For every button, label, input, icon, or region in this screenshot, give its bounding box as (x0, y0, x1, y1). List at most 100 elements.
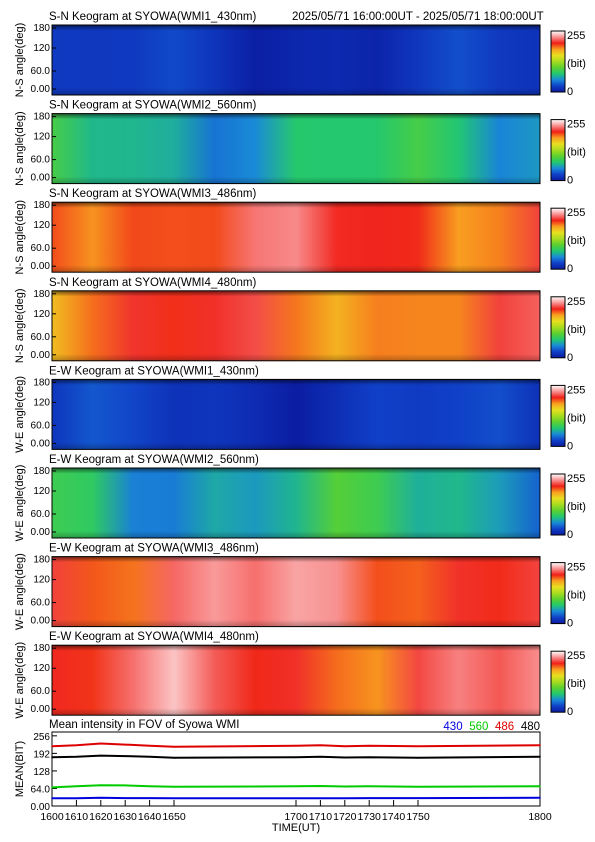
keogram-ytick-label: 120 (33, 43, 50, 54)
keogram-ytick-label: 0.00 (31, 84, 51, 95)
series-point-430 (539, 796, 541, 799)
colorbar-min-label: 0 (567, 440, 573, 452)
keogram-ytick-label: 180 (33, 466, 50, 477)
series-point-480 (392, 756, 395, 759)
series-point-486 (148, 744, 151, 747)
series-point-480 (124, 755, 126, 757)
keogram-edge-shading (52, 556, 540, 627)
keogram-ytick-label: 0.00 (31, 704, 51, 715)
colorbar-unit-label: (bit) (567, 147, 586, 159)
colorbar (550, 384, 566, 447)
series-point-430 (173, 797, 175, 800)
legend-label-560: 560 (469, 721, 488, 733)
colorbar-max-label: 255 (567, 119, 585, 131)
series-point-486 (173, 746, 175, 748)
keogram-ytick-label: 60.0 (31, 509, 51, 520)
keogram-ytick-label: 180 (33, 200, 50, 211)
keogram-frame (51, 201, 541, 273)
mean-intensity-chart: Mean intensity in FOV of Syowa WMI 480 486… (14, 719, 552, 834)
series-point-486 (319, 744, 322, 746)
keogram-panel: E-W Keogram at SYOWA(WMI2_560nm)180 120 60… (14, 454, 586, 541)
keogram-edge-shading (52, 202, 540, 273)
chart-xtick-label: 1750 (406, 811, 430, 823)
keogram-ytick-label: 120 (33, 663, 50, 674)
series-point-480 (100, 754, 102, 757)
series-point-430 (392, 797, 395, 799)
keogram-title: S-N Keogram at SYOWA(WMI3_486nm) (49, 188, 256, 200)
keogram-edge-shading (52, 645, 540, 716)
series-point-430 (344, 797, 346, 800)
series-point-486 (51, 745, 53, 748)
keogram-ytick-label: 0.00 (31, 527, 51, 538)
chart-xtick-label: 1720 (333, 811, 357, 823)
keogram-panel: E-W Keogram at SYOWA(WMI3_486nm)180 120 60… (14, 543, 586, 630)
series-point-430 (100, 796, 102, 799)
colorbar-max-label: 255 (567, 207, 585, 219)
chart-ytick-label: 64.0 (31, 784, 51, 795)
colorbar-min-label: 0 (567, 175, 573, 187)
keogram-ytick-label: 120 (33, 486, 50, 497)
series-point-430 (51, 797, 53, 800)
colorbar-min-label: 0 (567, 706, 573, 718)
keogram-ytick-label: 120 (33, 309, 50, 320)
keogram-panel: S-N Keogram at SYOWA(WMI3_486nm)180 120 60… (14, 188, 586, 275)
colorbar-unit-label: (bit) (567, 58, 586, 70)
colorbar-unit-label: (bit) (567, 590, 586, 602)
keogram-ytick-label: 120 (33, 220, 50, 231)
keogram-edge-shading (52, 113, 540, 184)
colorbar-max-label: 255 (567, 650, 585, 662)
keogram-ylabel: N-S angle(deg) (14, 200, 26, 275)
series-point-560 (368, 785, 371, 788)
series-point-480 (51, 756, 53, 759)
chart-ytick-label: 256 (33, 732, 50, 743)
chart-xtick-label: 1600 (40, 811, 64, 823)
chart-xtick-label: 1640 (138, 811, 162, 823)
series-point-560 (75, 785, 78, 788)
series-point-480 (539, 755, 541, 758)
colorbar-unit-label: (bit) (567, 235, 586, 247)
colorbar-min-label: 0 (567, 352, 573, 364)
chart-xlabel: TIME(UT) (272, 822, 320, 834)
series-point-480 (319, 755, 322, 758)
keogram-ytick-label: 180 (33, 643, 50, 654)
colorbar-min-label: 0 (567, 263, 573, 275)
keogram-title: S-N Keogram at SYOWA(WMI2_560nm) (49, 100, 256, 112)
colorbar (550, 296, 566, 359)
keogram-title: E-W Keogram at SYOWA(WMI2_560nm) (49, 454, 259, 466)
keogram-ytick-label: 180 (33, 289, 50, 300)
colorbar (550, 207, 566, 270)
chart-xtick-label: 1650 (162, 811, 186, 823)
colorbar (550, 562, 566, 625)
series-point-486 (344, 745, 346, 748)
chart-xtick-label: 1800 (528, 811, 552, 823)
colorbar-unit-label: (bit) (567, 412, 586, 424)
keogram-ytick-label: 120 (33, 575, 50, 586)
colorbar-min-label: 0 (567, 618, 573, 630)
series-point-560 (392, 785, 395, 788)
series-point-560 (295, 785, 297, 788)
chart-ylabel: MEAN(BIT) (14, 741, 26, 797)
keogram-title: E-W Keogram at SYOWA(WMI4_480nm) (49, 631, 259, 643)
series-point-486 (100, 742, 102, 745)
keogram-title: S-N Keogram at SYOWA(WMI1_430nm) (49, 11, 256, 23)
keogram-frame (51, 467, 541, 539)
keogram-panel: E-W Keogram at SYOWA(WMI4_480nm)180 120 60… (14, 631, 586, 718)
keogram-edge-shading (52, 290, 540, 361)
colorbar (550, 650, 566, 713)
series-point-480 (295, 756, 297, 759)
colorbar (550, 473, 566, 536)
keogram-ytick-label: 60.0 (31, 155, 51, 166)
series-point-480 (173, 756, 175, 759)
series-point-560 (173, 786, 175, 788)
keogram-ylabel: W-E angle(deg) (14, 376, 26, 453)
keogram-ylabel: N-S angle(deg) (14, 289, 26, 364)
keogram-edge-shading (52, 25, 540, 95)
keogram-edge-shading (52, 379, 540, 450)
keogram-ylabel: W-E angle(deg) (14, 465, 26, 542)
colorbar-max-label: 255 (567, 384, 585, 396)
chart-xtick-label: 1710 (309, 811, 333, 823)
keogram-frame (51, 378, 541, 450)
keogram-frame (51, 644, 541, 716)
keogram-ylabel: N-S angle(deg) (14, 23, 26, 98)
